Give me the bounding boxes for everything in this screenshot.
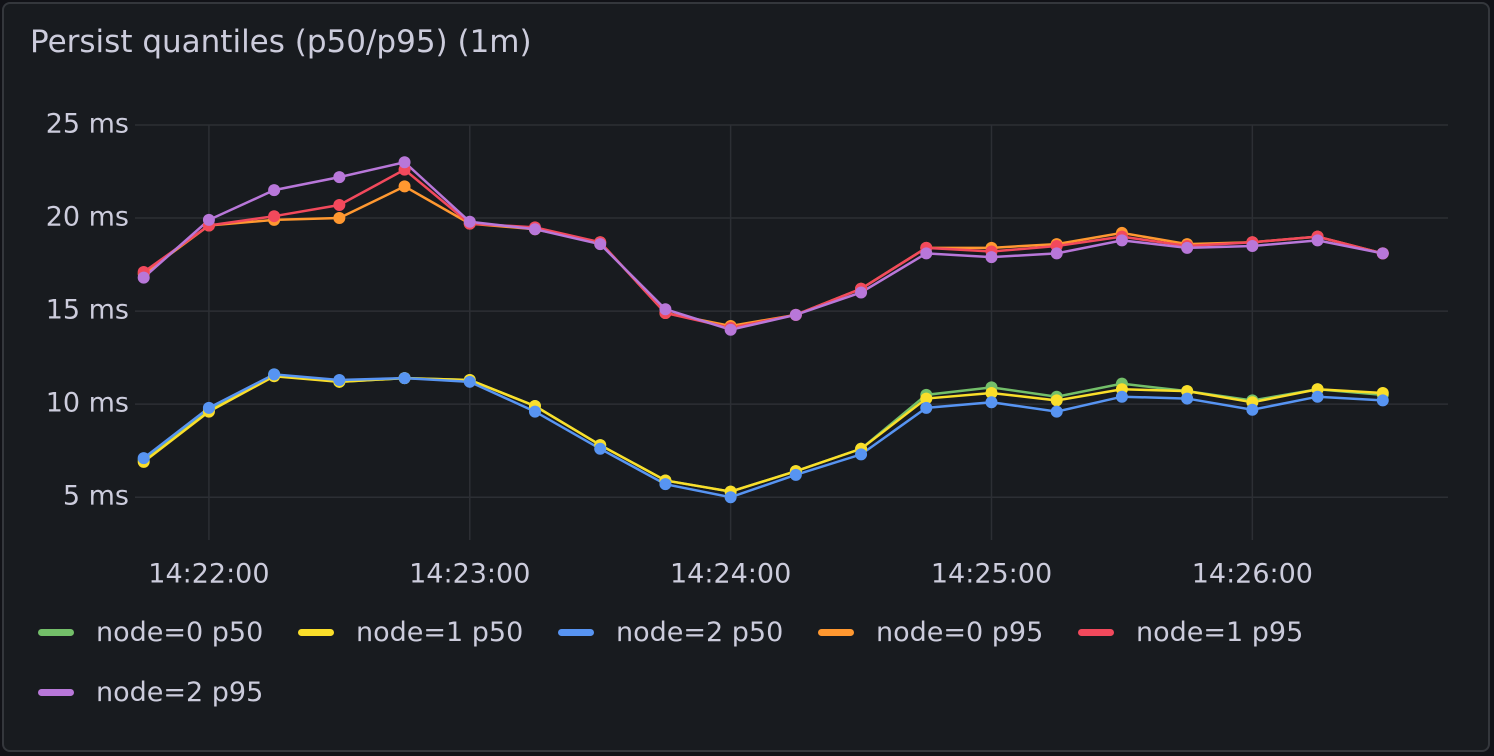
panel-title: Persist quantiles (p50/p95) (1m)	[30, 24, 532, 60]
data-point	[268, 368, 281, 381]
data-point	[985, 251, 998, 264]
data-point	[1050, 405, 1063, 418]
data-point	[528, 405, 541, 418]
data-point	[1115, 390, 1128, 403]
legend-item[interactable]: node=2 p50	[558, 612, 818, 652]
legend-label: node=1 p95	[1136, 616, 1304, 648]
data-point	[789, 468, 802, 481]
data-point	[1246, 239, 1259, 252]
x-tick-label: 14:24:00	[670, 559, 791, 590]
legend-label: node=0 p95	[876, 616, 1044, 648]
data-point	[985, 396, 998, 409]
data-point	[1115, 234, 1128, 247]
data-point	[920, 247, 933, 260]
data-point	[789, 308, 802, 321]
x-tick-label: 14:23:00	[409, 559, 530, 590]
x-tick-label: 14:22:00	[148, 559, 269, 590]
data-point	[594, 442, 607, 455]
data-point	[855, 448, 868, 461]
legend-swatch	[38, 628, 74, 636]
data-point	[724, 491, 737, 504]
legend-swatch	[1078, 628, 1114, 636]
legend: node=0 p50 node=1 p50 node=2 p50 node=0 p95…	[38, 612, 1358, 712]
series-line	[142, 373, 1383, 499]
data-point	[398, 180, 411, 193]
legend-item[interactable]: node=1 p95	[1078, 612, 1338, 652]
data-point	[724, 323, 737, 336]
legend-swatch	[38, 688, 74, 696]
data-point	[920, 401, 933, 414]
x-tick-label: 14:25:00	[931, 559, 1052, 590]
data-point	[1181, 241, 1194, 254]
data-point	[398, 372, 411, 385]
data-point	[1050, 394, 1063, 407]
y-tick-label: 10 ms	[46, 388, 129, 419]
legend-label: node=0 p50	[96, 616, 264, 648]
legend-label: node=1 p50	[356, 616, 524, 648]
data-point	[268, 210, 281, 223]
data-point	[268, 184, 281, 197]
y-tick-label: 20 ms	[46, 202, 129, 233]
data-point	[528, 223, 541, 236]
data-point	[920, 392, 933, 405]
legend-swatch	[558, 628, 594, 636]
chart: 5 ms 10 ms 15 ms 20 ms 25 ms 14:22:00 14:23:00…	[46, 109, 1448, 590]
legend-item[interactable]: node=1 p50	[298, 612, 558, 652]
legend-item[interactable]: node=2 p95	[38, 672, 298, 712]
data-point	[659, 478, 672, 491]
data-point	[855, 286, 868, 299]
series-line	[142, 374, 1383, 493]
data-point	[1311, 234, 1324, 247]
data-point	[1246, 403, 1259, 416]
data-point	[202, 401, 215, 414]
data-point	[463, 215, 476, 228]
data-point	[333, 171, 346, 184]
data-point	[985, 386, 998, 399]
data-point	[333, 212, 346, 225]
y-tick-label: 25 ms	[46, 109, 129, 140]
y-tick-label: 5 ms	[63, 481, 129, 512]
legend-label: node=2 p95	[96, 676, 264, 708]
legend-item[interactable]: node=0 p50	[38, 612, 298, 652]
data-point	[1376, 247, 1389, 260]
data-point	[594, 238, 607, 251]
data-point	[137, 271, 150, 284]
y-tick-label: 15 ms	[46, 295, 129, 326]
data-point	[1311, 390, 1324, 403]
data-point	[659, 303, 672, 316]
data-point	[1181, 392, 1194, 405]
legend-label: node=2 p50	[616, 616, 784, 648]
data-point	[463, 375, 476, 388]
legend-item[interactable]: node=0 p95	[818, 612, 1078, 652]
data-point	[398, 156, 411, 169]
series-line	[142, 160, 1384, 332]
data-point	[333, 199, 346, 212]
legend-swatch	[298, 628, 334, 636]
data-point	[137, 452, 150, 465]
data-point	[1050, 247, 1063, 260]
legend-swatch	[818, 628, 854, 636]
data-point	[1376, 394, 1389, 407]
data-point	[333, 373, 346, 386]
x-tick-label: 14:26:00	[1192, 559, 1313, 590]
data-point	[202, 213, 215, 226]
